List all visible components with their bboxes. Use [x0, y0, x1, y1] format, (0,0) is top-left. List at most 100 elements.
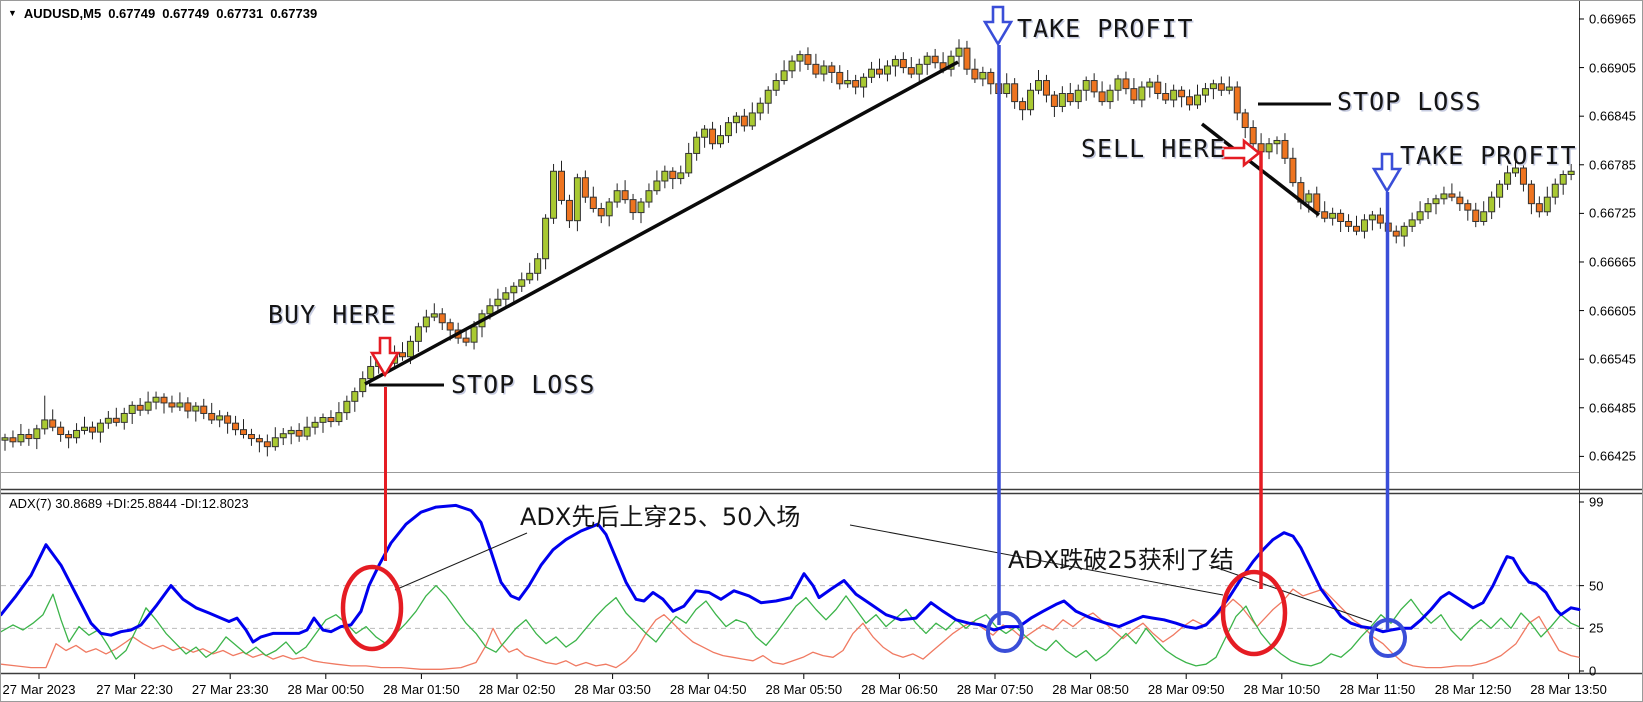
bull-candle: [542, 217, 550, 260]
bull-candle: [1480, 211, 1488, 222]
bull-candle: [788, 60, 796, 72]
bull-candle: [81, 426, 88, 431]
sell-here-label[interactable]: SELL HERE: [1081, 134, 1226, 163]
bull-candle: [406, 340, 414, 358]
bear-candle: [399, 352, 406, 358]
bear-candle: [1042, 80, 1050, 96]
bear-candle: [1257, 143, 1265, 153]
bull-candle: [287, 429, 295, 435]
time-axis-label: 28 Mar 03:50: [574, 682, 651, 697]
take-profit-exit-label[interactable]: TAKE PROFIT: [1400, 141, 1577, 170]
bull-candle: [1360, 219, 1368, 232]
exit-note-leader[interactable]: [1208, 564, 1373, 623]
buy-here-arrow-icon[interactable]: [369, 336, 401, 378]
bull-candle: [550, 170, 558, 219]
bull-candle: [573, 177, 581, 222]
stop-loss-entry-label[interactable]: STOP LOSS: [451, 370, 596, 399]
bull-candle: [502, 292, 510, 300]
bull-candle: [486, 305, 494, 315]
bear-candle: [828, 65, 836, 73]
bull-candle: [883, 65, 891, 75]
triangle-down-icon[interactable]: ▼: [8, 8, 17, 18]
bull-candle: [860, 76, 868, 88]
chart-drawings: [340, 5, 1407, 658]
adx-axis-label: 99: [1589, 494, 1604, 510]
time-axis-label: 27 Mar 23:30: [191, 682, 269, 697]
bear-candle: [1249, 127, 1257, 145]
uptrend-line[interactable]: [364, 60, 959, 386]
bull-candle: [144, 401, 152, 411]
bull-candle: [1432, 198, 1440, 205]
time-axis-label: 28 Mar 12:50: [1434, 682, 1512, 697]
bull-candle: [311, 421, 319, 428]
bull-candle: [1265, 143, 1273, 153]
adx-entry-note-label[interactable]: ADX先后上穿25、50入场: [520, 503, 801, 531]
bull-candle: [17, 434, 25, 443]
entry-note-leader-1[interactable]: [394, 532, 528, 591]
bear-candle: [168, 402, 176, 408]
bull-candle: [1400, 225, 1408, 237]
bear-candle: [438, 313, 446, 324]
bull-candle: [128, 404, 136, 414]
bear-candle: [1178, 89, 1186, 98]
time-axis-label: 28 Mar 04:50: [669, 682, 747, 697]
price-axis-label: 0.66785: [1589, 157, 1636, 173]
stop-loss-exit-label[interactable]: STOP LOSS: [1337, 87, 1482, 116]
entry-note-leader-2[interactable]: [849, 524, 1224, 596]
bull-candle: [1368, 214, 1376, 221]
bull-candle: [1225, 86, 1233, 91]
bull-candle: [780, 70, 788, 82]
bull-candle: [343, 400, 351, 414]
bear-candle: [1353, 225, 1360, 232]
bull-candle: [104, 417, 112, 424]
bear-candle: [247, 434, 255, 440]
bear-candle: [1345, 220, 1353, 227]
bear-candle: [1376, 214, 1384, 224]
bear-candle: [232, 422, 240, 431]
bull-candle: [1, 437, 9, 441]
adx-line: [1, 503, 1581, 644]
buy-here-label[interactable]: BUY HERE: [268, 300, 397, 329]
bear-candle: [1233, 86, 1241, 114]
bear-candle: [1456, 196, 1464, 205]
panel-frames: [1, 1, 1642, 679]
take-profit-entry-label[interactable]: TAKE PROFIT: [1017, 14, 1194, 43]
take-profit-2-arrow-icon[interactable]: [1371, 152, 1403, 194]
bull-candle: [724, 122, 732, 137]
bull-candle: [732, 115, 740, 124]
bear-candle: [931, 55, 939, 64]
bear-candle: [1281, 139, 1289, 159]
bull-candle: [33, 428, 41, 440]
bear-candle: [65, 434, 73, 439]
minus-di-line: [1, 588, 1580, 670]
time-axis-label: 28 Mar 00:50: [287, 682, 365, 697]
sell-here-arrow-icon[interactable]: [1221, 138, 1262, 168]
bear-candle: [558, 170, 565, 201]
bull-candle: [1496, 183, 1504, 198]
bull-candle: [430, 313, 438, 318]
take-profit-1-arrow-icon[interactable]: [982, 5, 1014, 47]
price-axis-label: 0.66965: [1589, 11, 1636, 27]
adx-entry-circle-1[interactable]: [340, 564, 404, 652]
bear-candle: [57, 426, 65, 436]
bull-candle: [351, 391, 359, 402]
bull-candle: [685, 152, 693, 174]
bear-candle: [200, 405, 208, 414]
bear-candle: [1241, 112, 1249, 129]
adx-entry-circle-2[interactable]: [1220, 569, 1288, 657]
price-axis-label: 0.66725: [1589, 205, 1636, 221]
bull-candle: [367, 365, 375, 380]
bear-candle: [899, 58, 907, 69]
bull-candle: [1408, 219, 1416, 227]
bull-candle: [677, 172, 685, 180]
price-axis-label: 0.66545: [1589, 351, 1636, 367]
bull-candle: [335, 412, 343, 423]
adx-exit-circle-1[interactable]: [986, 611, 1024, 653]
bull-candle: [613, 190, 621, 203]
bull-candle: [359, 378, 367, 393]
adx-exit-note-label[interactable]: ADX跌破25获利了结: [1008, 546, 1234, 574]
bull-candle: [1440, 193, 1448, 200]
bear-candle: [1154, 81, 1162, 95]
time-axis-label: 28 Mar 05:50: [765, 682, 843, 697]
